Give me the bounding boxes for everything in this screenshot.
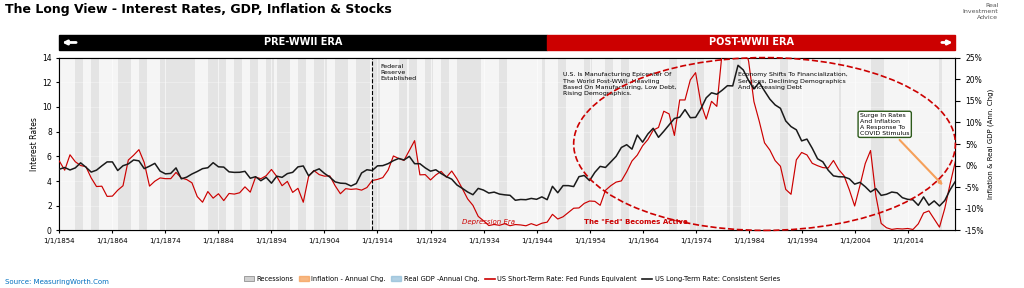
Bar [398, 58, 407, 230]
Bar [372, 58, 380, 230]
Bar [234, 58, 243, 230]
Bar [939, 58, 942, 230]
Bar [669, 58, 677, 230]
Bar [558, 58, 565, 230]
Bar [727, 58, 730, 230]
Bar [605, 58, 613, 230]
Text: Economy Shifts To Financialization,
Services, Declining Demographics
And Increas: Economy Shifts To Financialization, Serv… [738, 72, 848, 90]
Bar [276, 58, 290, 230]
Text: Depression Era: Depression Era [462, 219, 515, 226]
Text: The "Fed" Becomes Active: The "Fed" Becomes Active [585, 219, 688, 226]
Bar [410, 58, 417, 230]
Bar [690, 58, 703, 230]
Bar [76, 58, 83, 230]
Bar [314, 58, 327, 230]
Bar [839, 58, 842, 230]
Text: POST-WWII ERA: POST-WWII ERA [709, 37, 794, 48]
Bar [118, 58, 131, 230]
Y-axis label: Interest Rates: Interest Rates [31, 117, 39, 171]
Bar [457, 58, 481, 230]
Text: Surge In Rates
And Inflation
A Response To
COVID Stimulus: Surge In Rates And Inflation A Response … [860, 113, 941, 183]
Text: Federal
Reserve
Established: Federal Reserve Established [380, 64, 417, 81]
Bar [139, 58, 146, 230]
Text: Real
Investment
Advice: Real Investment Advice [963, 3, 998, 20]
Y-axis label: Inflation & Real GDP (Ann. Chg): Inflation & Real GDP (Ann. Chg) [987, 89, 994, 199]
Bar [208, 58, 226, 230]
Legend: Recessions, Inflation - Annual Chg., Real GDP -Annual Chg., US Short-Term Rate: : Recessions, Inflation - Annual Chg., Rea… [241, 273, 783, 285]
Bar [298, 58, 306, 230]
Bar [425, 58, 433, 230]
Bar [160, 58, 195, 230]
Bar [780, 58, 788, 230]
Text: PRE-WWII ERA: PRE-WWII ERA [264, 37, 342, 48]
Bar [266, 58, 274, 230]
Bar [500, 58, 507, 230]
Bar [542, 58, 545, 230]
Bar [870, 58, 884, 230]
Bar [441, 58, 450, 230]
Bar [91, 58, 99, 230]
Text: Source: MeasuringWorth.Com: Source: MeasuringWorth.Com [5, 279, 109, 285]
Bar [622, 58, 630, 230]
Text: The Long View - Interest Rates, GDP, Inflation & Stocks: The Long View - Interest Rates, GDP, Inf… [5, 3, 392, 16]
Bar [335, 58, 348, 230]
Text: U.S. Is Manufacturing Epicenter Of
The World Post-WWII. Heavling
Based On Manufa: U.S. Is Manufacturing Epicenter Of The W… [563, 72, 677, 96]
Bar [733, 58, 740, 230]
Bar [585, 58, 592, 230]
Bar [356, 58, 370, 230]
Bar [250, 58, 258, 230]
